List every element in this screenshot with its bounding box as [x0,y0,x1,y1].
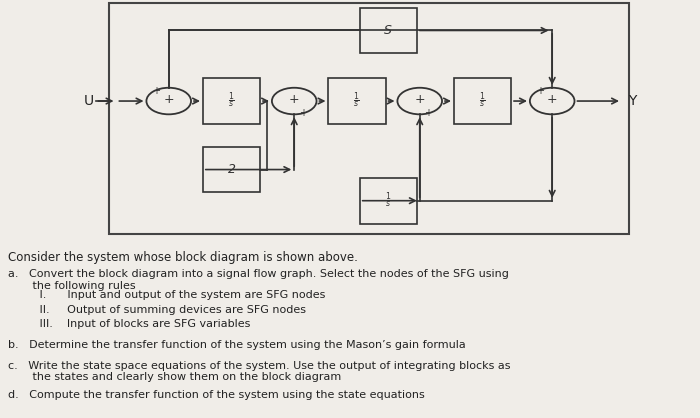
Text: S: S [384,24,392,37]
Text: a.   Convert the block diagram into a signal flow graph. Select the nodes of the: a. Convert the block diagram into a sign… [8,269,509,291]
Text: $\frac{1}{s}$: $\frac{1}{s}$ [385,191,392,211]
Text: c.   Write the state space equations of the system. Use the output of integratin: c. Write the state space equations of th… [8,361,511,382]
Text: +: + [163,93,174,106]
Text: I.      Input and output of the system are SFG nodes: I. Input and output of the system are SF… [8,290,326,300]
Text: 2: 2 [228,163,235,176]
Text: +: + [414,93,425,106]
Text: +: + [547,93,557,106]
Text: Y: Y [628,94,636,108]
Text: +: + [299,108,307,118]
Text: +: + [152,86,160,96]
Text: Consider the system whose block diagram is shown above.: Consider the system whose block diagram … [8,250,358,263]
Text: $\frac{1}{s}$: $\frac{1}{s}$ [228,91,235,111]
Text: b.   Determine the transfer function of the system using the Mason’s gain formul: b. Determine the transfer function of th… [8,340,466,350]
Text: II.     Output of summing devices are SFG nodes: II. Output of summing devices are SFG no… [8,304,307,314]
Text: +: + [424,108,432,118]
Bar [109,3,629,234]
Text: $\frac{1}{s}$: $\frac{1}{s}$ [354,91,360,111]
Text: III.    Input of blocks are SFG variables: III. Input of blocks are SFG variables [8,319,251,329]
Text: +: + [536,86,544,96]
Text: U: U [83,94,94,108]
Text: $\frac{1}{s}$: $\frac{1}{s}$ [479,91,486,111]
Text: +: + [289,93,300,106]
Text: d.   Compute the transfer function of the system using the state equations: d. Compute the transfer function of the … [8,390,425,400]
